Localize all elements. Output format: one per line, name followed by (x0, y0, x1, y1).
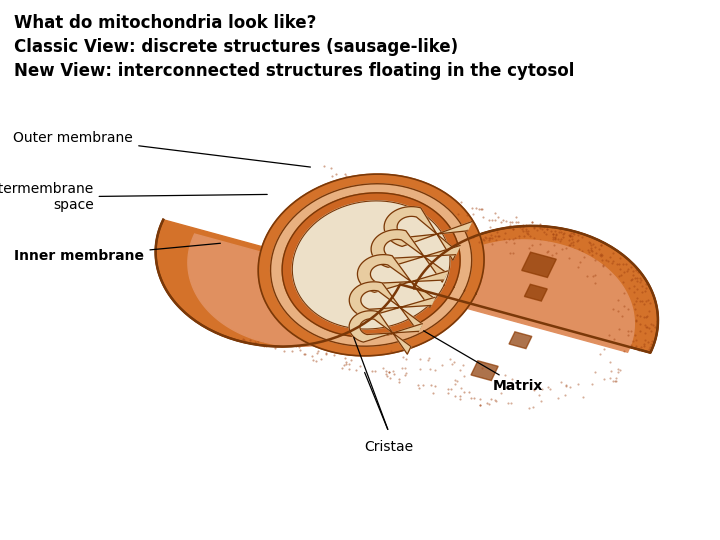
Polygon shape (357, 255, 448, 307)
Polygon shape (524, 284, 547, 301)
Text: Matrix: Matrix (423, 331, 544, 393)
Polygon shape (522, 252, 557, 278)
Polygon shape (271, 184, 472, 346)
Polygon shape (349, 310, 422, 354)
Text: Cristae: Cristae (364, 440, 413, 454)
Polygon shape (292, 201, 450, 329)
Polygon shape (349, 282, 435, 332)
Polygon shape (282, 193, 460, 337)
Polygon shape (258, 174, 484, 356)
Polygon shape (471, 361, 498, 381)
Polygon shape (156, 220, 658, 353)
Polygon shape (384, 207, 472, 260)
Text: Intermembrane
space: Intermembrane space (0, 182, 267, 212)
Polygon shape (371, 230, 460, 282)
Text: Outer membrane: Outer membrane (14, 131, 310, 167)
Text: Inner membrane: Inner membrane (14, 243, 220, 264)
Text: What do mitochondria look like?
Classic View: discrete structures (sausage-like): What do mitochondria look like? Classic … (14, 14, 575, 80)
Polygon shape (188, 234, 634, 352)
Polygon shape (509, 332, 532, 349)
